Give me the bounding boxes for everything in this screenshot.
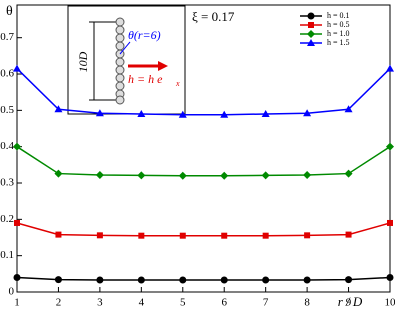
marker <box>137 171 145 179</box>
series-line <box>17 223 390 236</box>
x-tick-label: 10 <box>385 297 395 309</box>
y-tick-label: 0.4 <box>0 140 14 152</box>
legend-marker <box>308 22 314 28</box>
series-line <box>17 147 390 176</box>
marker <box>138 277 145 284</box>
marker <box>387 220 393 226</box>
series-line <box>17 277 390 280</box>
x-tick-label: 7 <box>263 297 269 309</box>
marker <box>262 277 269 284</box>
legend-label: h = 1.5 <box>327 38 350 47</box>
marker <box>138 233 144 239</box>
annotation: ξ = 0.17 <box>192 9 235 24</box>
x-tick-label: 9 <box>346 297 352 309</box>
marker <box>262 171 270 179</box>
marker <box>304 232 310 238</box>
y-tick-label: 0.5 <box>0 104 14 116</box>
x-tick-label: 2 <box>56 297 62 309</box>
marker <box>386 143 394 151</box>
marker <box>304 277 311 284</box>
x-tick-label: 4 <box>139 297 145 309</box>
y-label: θ <box>6 4 13 19</box>
marker <box>179 172 187 180</box>
marker <box>96 277 103 284</box>
y-tick-label: 0.7 <box>0 31 14 43</box>
marker <box>179 277 186 284</box>
x-tick-label: 6 <box>221 297 227 309</box>
marker <box>303 171 311 179</box>
x-tick-label: 1 <box>14 297 20 309</box>
marker <box>387 274 394 281</box>
legend-label: h = 1.0 <box>327 29 350 38</box>
y-tick-label: 0.1 <box>0 249 14 261</box>
annotation: 10D <box>76 51 90 72</box>
marker <box>345 170 353 178</box>
marker <box>55 276 62 283</box>
marker <box>14 274 21 281</box>
annotation: θ(r=6) <box>128 28 161 42</box>
marker <box>386 65 394 72</box>
marker <box>54 170 62 178</box>
legend-marker <box>308 13 315 20</box>
marker <box>97 232 103 238</box>
y-tick-label: 0.6 <box>0 68 14 80</box>
marker <box>13 65 21 72</box>
marker <box>263 233 269 239</box>
y-tick-label: 0.3 <box>0 177 14 189</box>
x-tick-label: 5 <box>180 297 186 309</box>
marker <box>14 220 20 226</box>
legend-label: h = 0.5 <box>327 20 350 29</box>
marker <box>220 172 228 180</box>
x-tick-label: 3 <box>97 297 103 309</box>
legend-marker <box>307 30 315 38</box>
annotation: h = h e <box>128 72 163 86</box>
marker <box>55 232 61 238</box>
x-tick-label: 8 <box>304 297 310 309</box>
annotation: x <box>175 79 180 88</box>
marker <box>345 276 352 283</box>
marker <box>221 233 227 239</box>
marker <box>221 277 228 284</box>
marker <box>13 143 21 151</box>
inset: 10D θ(r=6) h = h e x <box>68 6 185 114</box>
marker <box>346 232 352 238</box>
legend-label: h = 0.1 <box>327 11 350 20</box>
y-tick-label: 0.2 <box>0 213 14 225</box>
marker <box>180 233 186 239</box>
chain <box>116 18 124 104</box>
marker <box>96 171 104 179</box>
